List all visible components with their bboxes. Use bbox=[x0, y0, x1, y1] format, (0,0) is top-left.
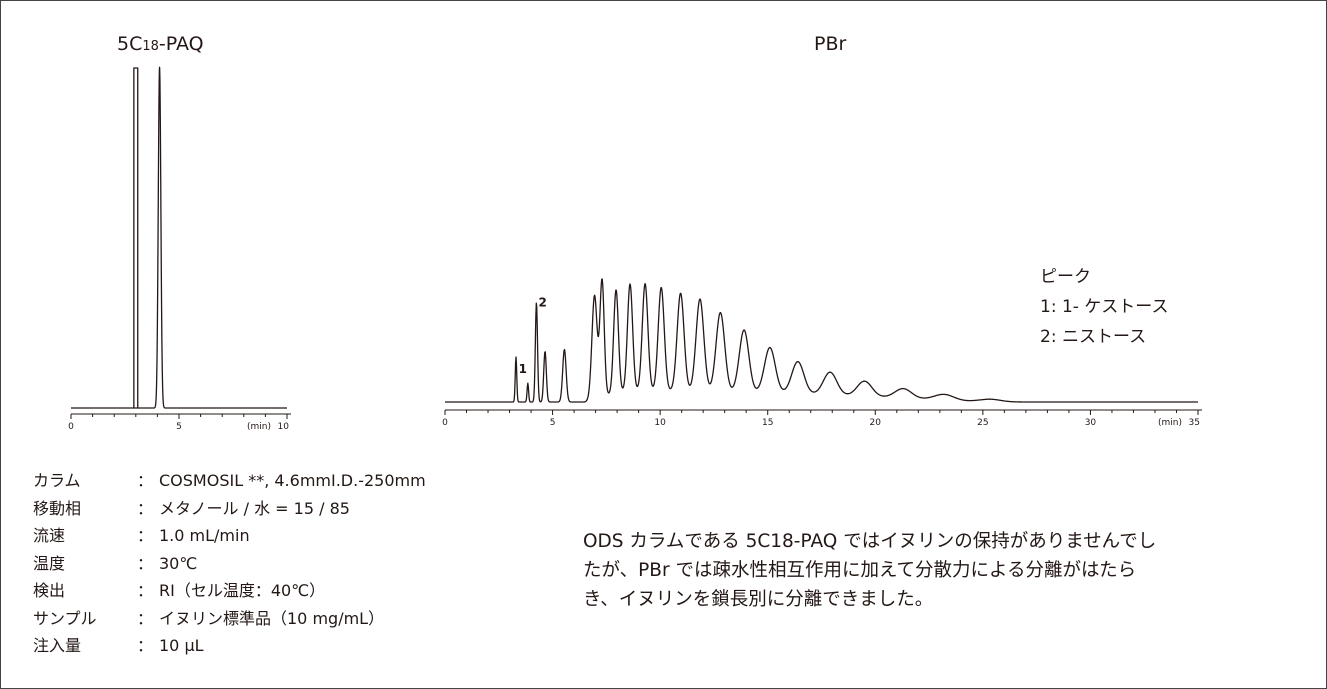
title-main: 5C bbox=[117, 33, 143, 55]
condition-row: 流速 ： 1.0 mL/min bbox=[33, 522, 426, 550]
condition-separator: ： bbox=[137, 526, 154, 545]
chromatogram-trace bbox=[70, 66, 288, 409]
condition-label: 流速 bbox=[33, 526, 66, 545]
condition-separator: ： bbox=[137, 608, 154, 628]
condition-value: COSMOSIL **, 4.6mmI.D.-250mm bbox=[159, 471, 426, 490]
peak-label: 2 bbox=[539, 295, 547, 309]
condition-label: 検出 bbox=[33, 581, 66, 600]
condition-separator: ： bbox=[137, 636, 154, 655]
condition-separator: ： bbox=[137, 498, 154, 518]
conditions-table: カラム： COSMOSIL **, 4.6mmI.D.-250mm 移動相：メタノー… bbox=[33, 467, 426, 660]
condition-value: 10 μL bbox=[159, 636, 204, 655]
condition-separator: ： bbox=[137, 471, 154, 490]
chart-title-5c18-paq: 5C18-PAQ bbox=[117, 33, 204, 55]
condition-row: 検出 ： RI（セル温度：40℃） bbox=[33, 577, 426, 605]
x-unit-label: (min) bbox=[1158, 418, 1182, 428]
clipped-peak bbox=[133, 67, 139, 408]
condition-value: 1.0 mL/min bbox=[159, 526, 250, 545]
condition-value: RI（セル温度：40℃） bbox=[159, 581, 326, 600]
x-unit-label: (min) bbox=[247, 422, 271, 432]
condition-separator: ： bbox=[137, 581, 154, 600]
condition-separator: ： bbox=[137, 553, 154, 573]
legend-heading: ピーク bbox=[1040, 267, 1091, 287]
x-tick-label: 15 bbox=[762, 418, 773, 428]
condition-label: サンプル bbox=[33, 608, 97, 628]
condition-label: 注入量 bbox=[33, 636, 82, 655]
legend-item-1: 1: 1- ケストース bbox=[1040, 297, 1169, 317]
chart-title-pbr: PBr bbox=[814, 33, 847, 55]
condition-label: 温度 bbox=[33, 553, 66, 573]
x-tick-label: 5 bbox=[176, 422, 182, 432]
description-line-3: き、イヌリンを鎖長別に分離できました。 bbox=[583, 589, 934, 610]
condition-label: 移動相 bbox=[33, 498, 82, 518]
condition-label: カラム bbox=[33, 471, 81, 490]
x-tick-label: 35 bbox=[1189, 418, 1200, 428]
x-tick-label: 20 bbox=[870, 418, 882, 428]
x-tick-label: 25 bbox=[977, 418, 988, 428]
description-text: ODS カラムである 5C18-PAQ ではイヌリンの保持がありませんでし たが… bbox=[583, 527, 1156, 614]
condition-row: 注入量 ： 10 μL bbox=[33, 632, 426, 660]
condition-row: 温度 ： 30℃ bbox=[33, 550, 426, 578]
x-tick-label: 0 bbox=[442, 418, 448, 428]
x-tick-label: 0 bbox=[68, 422, 74, 432]
condition-row: カラム ： COSMOSIL **, 4.6mmI.D.-250mm bbox=[33, 467, 426, 495]
chromatogram-trace bbox=[444, 278, 1199, 403]
description-line-2: たが、PBr では疎水性相互作用に加えて分散力による分離がはたら bbox=[583, 560, 1137, 581]
condition-row: サンプル ：イヌリン標準品（10 mg/mL） bbox=[33, 605, 426, 633]
title-subscript: 18 bbox=[142, 39, 159, 54]
condition-value: イヌリン標準品（10 mg/mL） bbox=[159, 608, 385, 628]
x-tick-label: 10 bbox=[654, 418, 666, 428]
title-suffix: -PAQ bbox=[158, 33, 204, 55]
x-tick-label: 10 bbox=[278, 422, 290, 432]
condition-value: 30℃ bbox=[159, 553, 198, 573]
legend-item-2: 2: ニストース bbox=[1040, 327, 1147, 347]
peak-label: 1 bbox=[519, 362, 527, 376]
x-tick-label: 5 bbox=[550, 418, 556, 428]
description-line-1: ODS カラムである 5C18-PAQ ではイヌリンの保持がありませんでし bbox=[583, 531, 1157, 552]
condition-value: メタノール / 水 = 15 / 85 bbox=[159, 498, 350, 518]
x-tick-label: 30 bbox=[1085, 418, 1097, 428]
peak-legend: ピーク 1: 1- ケストース 2: ニストース bbox=[1040, 262, 1168, 352]
condition-row: 移動相 ：メタノール / 水 = 15 / 85 bbox=[33, 495, 426, 523]
